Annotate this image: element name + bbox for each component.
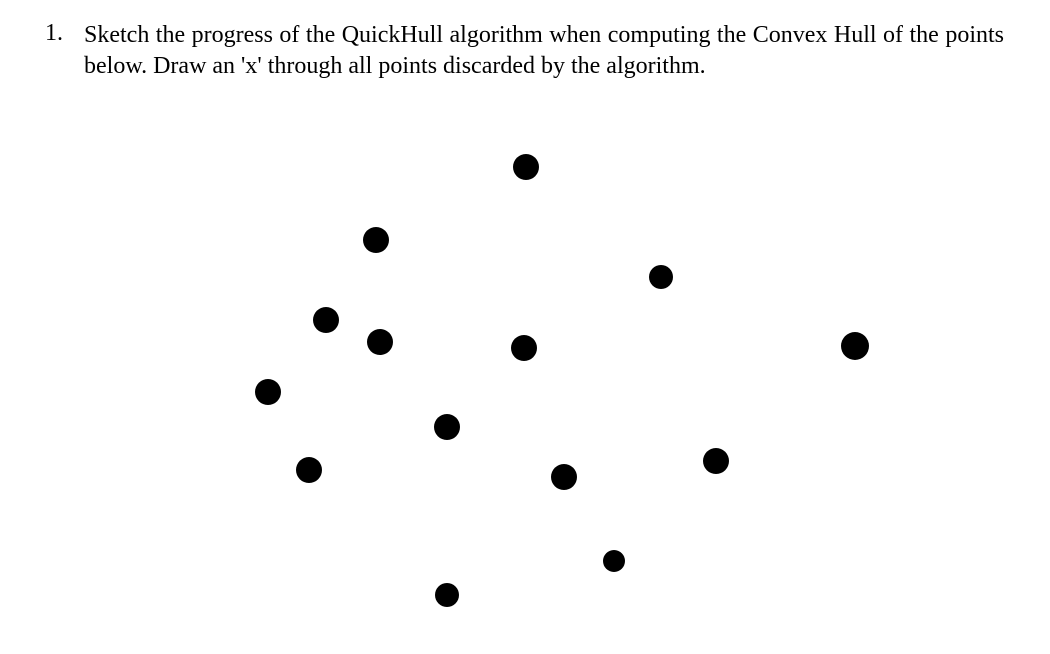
- point: [513, 154, 539, 180]
- point: [649, 265, 673, 289]
- point: [434, 414, 460, 440]
- point: [363, 227, 389, 253]
- point: [703, 448, 729, 474]
- point: [296, 457, 322, 483]
- point: [511, 335, 537, 361]
- point: [313, 307, 339, 333]
- point: [367, 329, 393, 355]
- point: [255, 379, 281, 405]
- point: [435, 583, 459, 607]
- points-diagram: [0, 0, 1050, 654]
- point: [603, 550, 625, 572]
- point: [841, 332, 869, 360]
- point: [551, 464, 577, 490]
